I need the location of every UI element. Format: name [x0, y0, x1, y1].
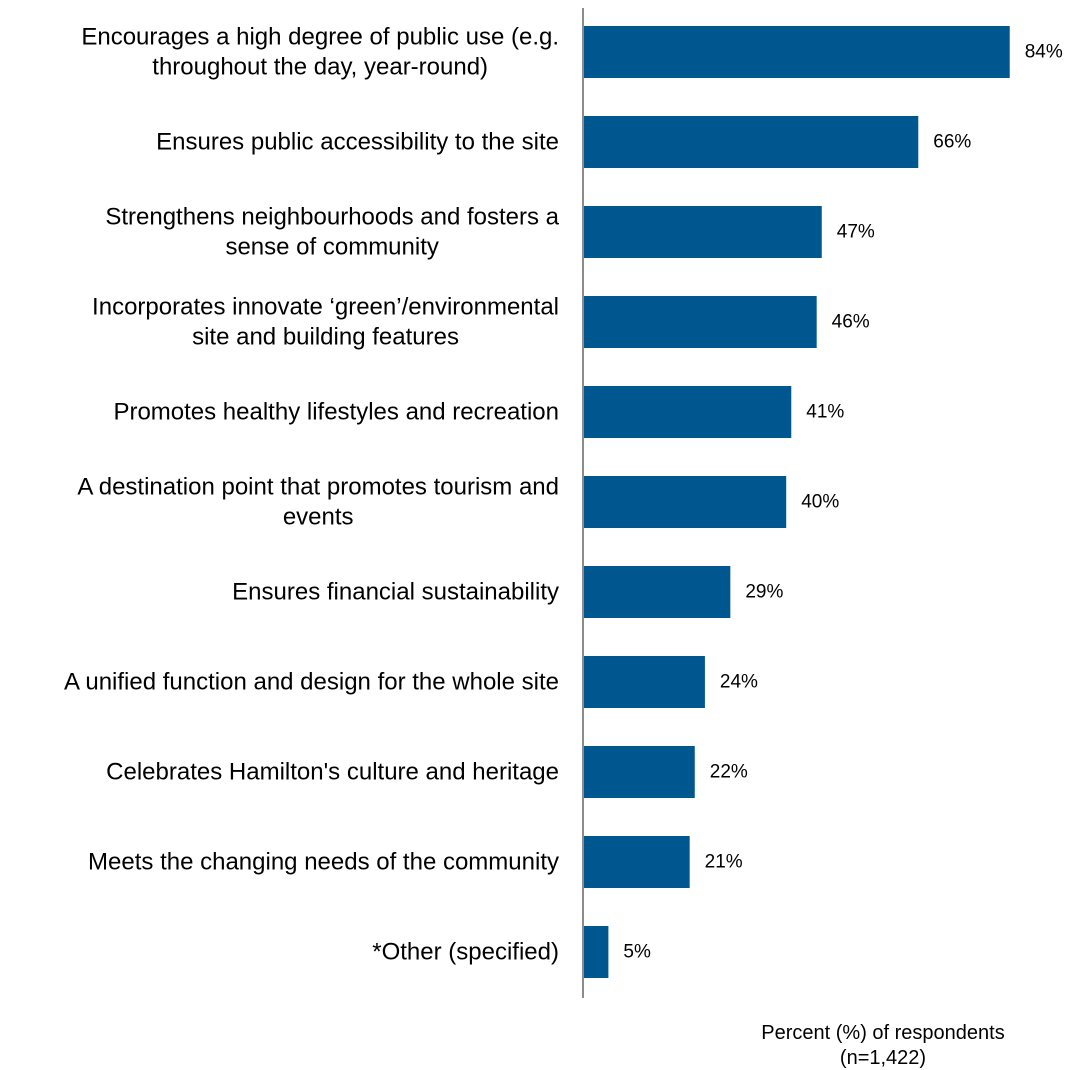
category-label: Ensures financial sustainability [232, 579, 559, 606]
category-label-line: Incorporates innovate ‘green’/environmen… [92, 294, 559, 321]
category-label-line: Celebrates Hamilton's culture and herita… [106, 759, 559, 786]
category-labels: Encourages a high degree of public use (… [64, 24, 560, 966]
category-label: Incorporates innovate ‘green’/environmen… [92, 294, 559, 351]
bar [583, 656, 705, 708]
category-label-line: sense of community [225, 234, 438, 261]
category-label: Strengthens neighbourhoods and fosters a… [105, 204, 559, 261]
category-label-line: throughout the day, year-round) [152, 54, 488, 81]
category-label-line: A unified function and design for the wh… [64, 669, 559, 696]
bar [583, 26, 1010, 78]
category-label: Encourages a high degree of public use (… [81, 24, 559, 81]
category-label: A unified function and design for the wh… [64, 669, 559, 696]
bar [583, 296, 817, 348]
category-label: *Other (specified) [372, 939, 559, 966]
category-label-line: Ensures financial sustainability [232, 579, 559, 606]
bars-layer [583, 26, 1010, 978]
bar [583, 116, 919, 168]
value-label: 47% [837, 222, 875, 243]
category-label: Celebrates Hamilton's culture and herita… [106, 759, 559, 786]
bar [583, 206, 822, 258]
value-label: 66% [933, 132, 971, 153]
value-label: 40% [801, 492, 839, 513]
value-labels: 84% 66% 47% 46% 41% 40% 29% 24% 22% 21% 5% [623, 42, 1062, 963]
x-axis-title: Percent (%) of respondents [761, 1022, 1004, 1044]
category-label: A destination point that promotes touris… [77, 474, 559, 531]
value-label: 21% [705, 852, 743, 873]
category-label-line: A destination point that promotes touris… [77, 474, 559, 501]
value-label: 84% [1025, 42, 1063, 63]
value-label: 5% [623, 942, 651, 963]
value-label: 22% [710, 762, 748, 783]
category-label-line: Ensures public accessibility to the site [156, 129, 559, 156]
category-label-line: Encourages a high degree of public use (… [81, 24, 559, 51]
category-label-line: Meets the changing needs of the communit… [88, 849, 559, 876]
value-label: 29% [745, 582, 783, 603]
category-label: Promotes healthy lifestyles and recreati… [113, 399, 559, 426]
value-label: 41% [806, 402, 844, 423]
category-label-line: Strengthens neighbourhoods and fosters a [105, 204, 559, 231]
category-label-line: *Other (specified) [372, 939, 559, 966]
category-label-line: Promotes healthy lifestyles and recreati… [113, 399, 559, 426]
x-axis-title-note: (n=1,422) [840, 1047, 926, 1069]
value-label: 46% [832, 312, 870, 333]
bar [583, 476, 787, 528]
category-label-line: events [283, 504, 354, 531]
bar [583, 836, 690, 888]
value-label: 24% [720, 672, 758, 693]
category-label: Meets the changing needs of the communit… [88, 849, 559, 876]
bar [583, 926, 609, 978]
category-label: Ensures public accessibility to the site [156, 129, 559, 156]
category-label-line: site and building features [192, 324, 459, 351]
bar [583, 746, 695, 798]
bar [583, 566, 731, 618]
bar [583, 386, 792, 438]
